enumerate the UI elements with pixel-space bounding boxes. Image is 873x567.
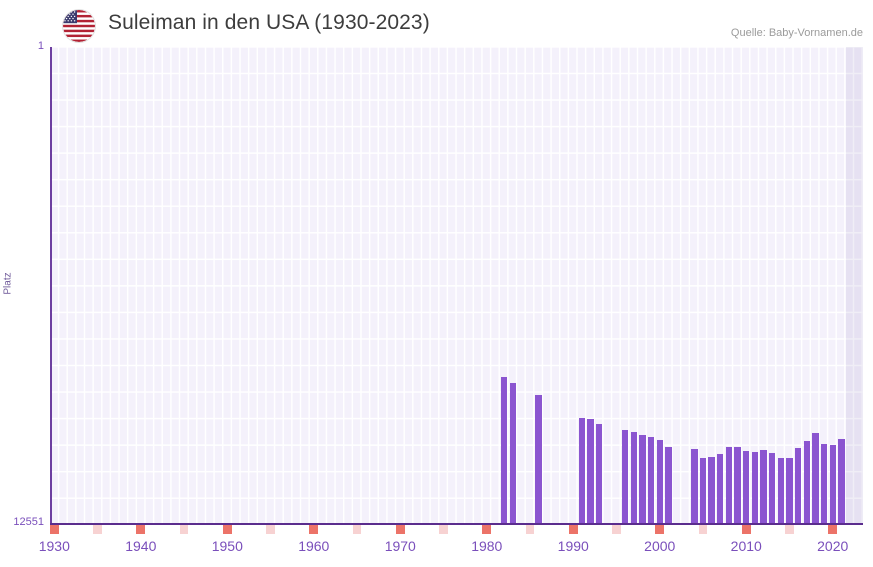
x-tick-2005 [698, 525, 708, 534]
bar-2019 [820, 443, 828, 525]
no-data-overlay [845, 47, 863, 525]
chart-header: Suleiman in den USA (1930-2023) Quelle: … [0, 0, 873, 46]
x-tick-1965 [352, 525, 362, 534]
grid-lines [50, 47, 863, 525]
x-axis-labels: 1930 1940 1950 1960 1970 1980 1990 2000 2010 2020 [0, 538, 873, 562]
x-label-1960: 1960 [298, 538, 330, 554]
bar-2010 [743, 451, 750, 525]
y-axis-title: Platz [2, 272, 14, 295]
bar-2004 [691, 449, 698, 525]
x-axis-ticks [50, 525, 863, 534]
y-axis-top-label: 1 [37, 40, 44, 52]
x-tick-1990 [568, 525, 578, 534]
bar-1982 [500, 376, 508, 525]
bar-1993 [596, 423, 603, 525]
x-label-2010: 2010 [730, 538, 762, 554]
x-tick-1980 [482, 525, 492, 534]
x-tick-1960 [309, 525, 319, 534]
x-tick-1930 [50, 525, 59, 534]
bar-2001 [665, 446, 672, 525]
bar-1997 [630, 431, 637, 525]
x-label-1990: 1990 [557, 538, 589, 554]
x-tick-1970 [395, 525, 405, 534]
bar-1991 [578, 417, 586, 525]
x-tick-2000 [655, 525, 665, 534]
x-label-2020: 2020 [817, 538, 849, 554]
x-label-1940: 1940 [125, 538, 157, 554]
bar-2012 [760, 449, 767, 525]
x-axis-line [50, 523, 863, 525]
x-tick-1945 [179, 525, 189, 534]
bar-2013 [768, 452, 776, 525]
bar-2017 [803, 440, 810, 525]
x-label-1980: 1980 [471, 538, 503, 554]
bar-1999 [647, 437, 655, 525]
x-tick-1975 [439, 525, 448, 534]
x-tick-1955 [266, 525, 275, 534]
x-tick-2020 [828, 525, 838, 534]
page-title: Suleiman in den USA (1930-2023) [108, 11, 430, 34]
us-flag-icon [63, 10, 95, 42]
x-tick-1950 [222, 525, 232, 534]
y-axis-bottom-label-wrap: 12551 [0, 516, 44, 530]
bar-2018 [812, 432, 819, 525]
bar-1998 [639, 434, 646, 525]
y-axis-line [50, 47, 52, 525]
x-tick-2015 [785, 525, 794, 534]
bar-1986 [535, 395, 542, 525]
x-tick-1995 [612, 525, 621, 534]
bar-2009 [734, 446, 741, 525]
y-axis-bottom-label: 12551 [13, 516, 44, 528]
bar-2006 [708, 457, 715, 525]
bar-2011 [751, 451, 759, 525]
x-tick-1985 [525, 525, 535, 534]
x-label-1970: 1970 [384, 538, 416, 554]
bar-1992 [587, 418, 594, 525]
x-label-1950: 1950 [211, 538, 243, 554]
bar-2021 [838, 438, 845, 525]
x-tick-1935 [93, 525, 102, 534]
bar-2000 [656, 440, 663, 525]
bar-2014 [777, 457, 785, 525]
x-label-1930: 1930 [38, 538, 70, 554]
bar-2005 [699, 457, 707, 525]
bar-2008 [725, 446, 733, 525]
bar-series [50, 47, 863, 525]
source-label: Quelle: Baby-Vornamen.de [730, 27, 863, 39]
bar-2007 [717, 454, 724, 525]
bar-2015 [786, 457, 793, 525]
y-axis-top-label-wrap: 1 [0, 40, 44, 54]
bar-1996 [621, 430, 629, 525]
x-tick-2010 [741, 525, 751, 534]
x-label-2000: 2000 [644, 538, 676, 554]
plot-area [50, 47, 863, 525]
bar-1983 [509, 382, 516, 525]
bar-2020 [829, 444, 836, 525]
x-tick-1940 [136, 525, 146, 534]
bar-2016 [794, 447, 802, 525]
